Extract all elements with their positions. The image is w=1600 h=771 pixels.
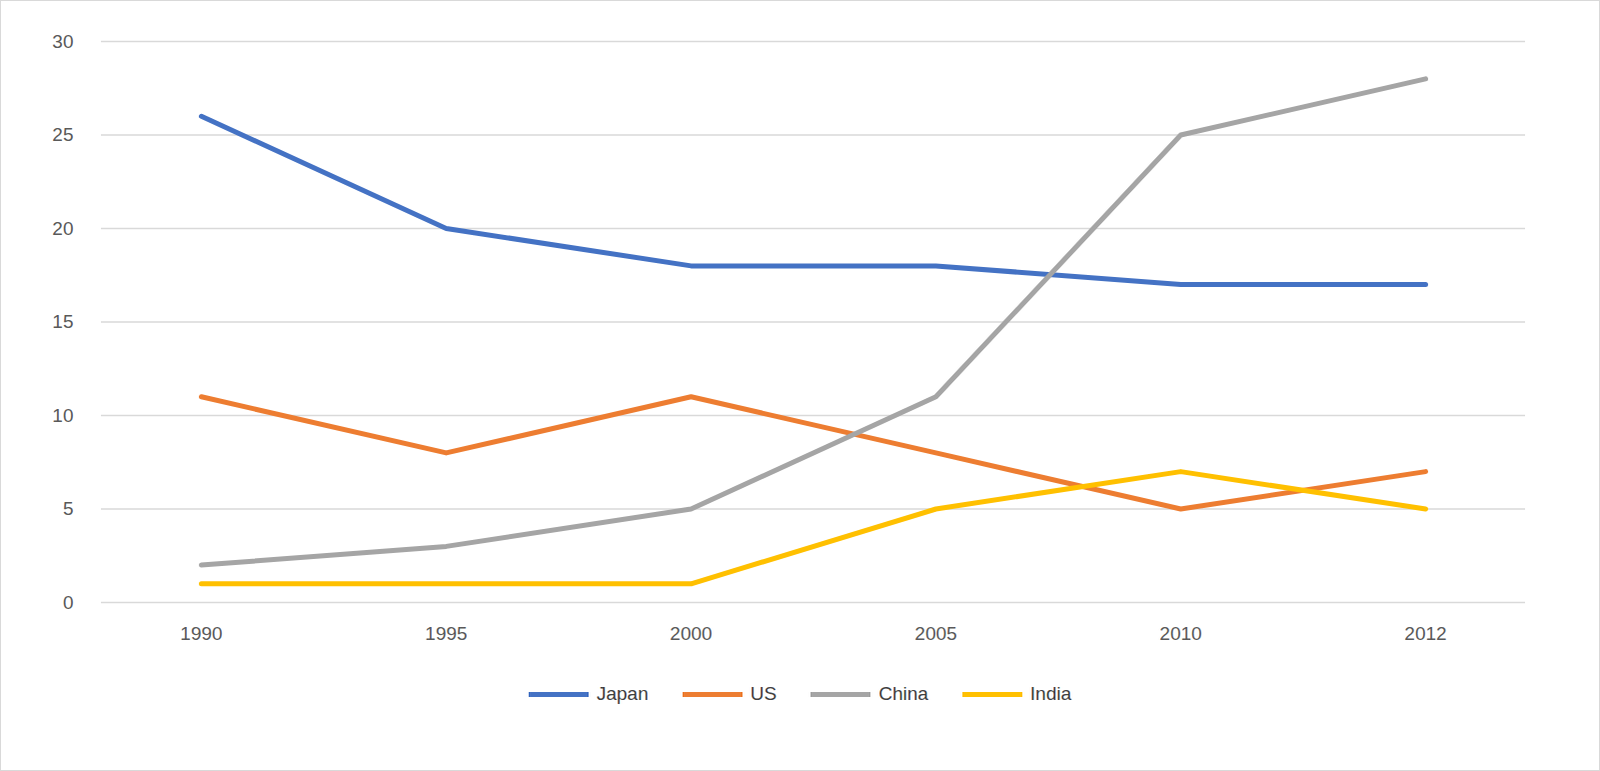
svg-text:10: 10: [51, 404, 73, 426]
html-text:Japan: Japan: [596, 682, 649, 704]
html-text:US: US: [750, 682, 777, 704]
svg-text:15: 15: [51, 310, 73, 332]
svg-text:30: 30: [51, 30, 73, 52]
svg-text:1995: 1995: [424, 622, 467, 644]
svg-text:2005: 2005: [914, 622, 957, 644]
svg-text:20: 20: [51, 217, 73, 239]
svg-text:2000: 2000: [669, 622, 712, 644]
svg-text:2012: 2012: [1404, 622, 1447, 644]
svg-text:1990: 1990: [179, 622, 222, 644]
svg-text:0: 0: [62, 591, 74, 613]
svg-text:5: 5: [62, 497, 74, 519]
html-text:India: India: [1030, 682, 1072, 704]
svg-text:25: 25: [51, 123, 73, 145]
svg-text:2010: 2010: [1159, 622, 1202, 644]
html-text:China: China: [878, 682, 929, 704]
